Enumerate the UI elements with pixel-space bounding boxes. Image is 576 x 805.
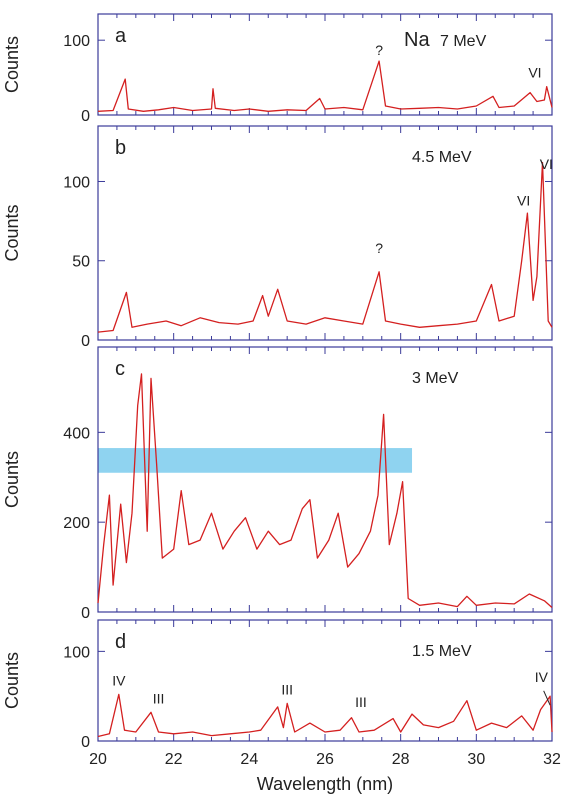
peak-annotation: IV <box>535 669 549 685</box>
x-tick-label: 26 <box>316 751 334 768</box>
energy-label: 4.5 MeV <box>412 149 472 166</box>
peak-annotation: IV <box>112 672 126 688</box>
y-axis-label: Counts <box>2 36 22 93</box>
annotation-leader <box>543 690 551 706</box>
y-tick-label: 100 <box>63 33 90 50</box>
y-tick-label: 100 <box>63 174 90 191</box>
y-axis-label: Counts <box>2 652 22 709</box>
element-label: Na <box>404 29 430 51</box>
peak-annotation: VI <box>517 192 530 208</box>
panel-c: 0 200 400 Counts c 3 MeV <box>2 346 553 622</box>
panel-letter: d <box>115 631 126 653</box>
spectrum-line <box>97 693 553 738</box>
peak-annotation: ? <box>375 42 383 58</box>
panel-frame <box>97 346 553 613</box>
highlight-band <box>98 448 413 473</box>
peak-annotation: VI <box>540 156 553 172</box>
x-tick-label: 20 <box>89 751 107 768</box>
peak-annotation: III <box>355 694 367 710</box>
panel-a: 0 100 Counts a Na 7 MeV? VI <box>2 13 553 125</box>
panel-letter: c <box>115 358 125 380</box>
energy-label: 3 MeV <box>412 370 459 387</box>
spectrum-line <box>97 161 553 333</box>
peak-annotation: III <box>153 690 165 706</box>
y-axis-label: Counts <box>2 204 22 261</box>
peak-annotation: VI <box>528 65 541 81</box>
panel-frame <box>97 619 553 742</box>
energy-label: 1.5 MeV <box>412 643 472 660</box>
y-tick-label: 50 <box>72 254 90 271</box>
y-tick-label: 0 <box>81 734 90 751</box>
energy-label: 7 MeV <box>440 33 487 50</box>
y-tick-label: 400 <box>63 425 90 442</box>
panel-letter: b <box>115 137 126 159</box>
spectrum-line <box>97 60 553 112</box>
panel-frame <box>97 125 553 341</box>
peak-annotation: ? <box>375 240 383 256</box>
y-tick-label: 200 <box>63 515 90 532</box>
y-tick-label: 100 <box>63 644 90 661</box>
y-tick-label: 0 <box>81 605 90 622</box>
panel-frame <box>97 13 553 116</box>
panel-letter: a <box>115 25 127 47</box>
x-tick-label: 28 <box>392 751 410 768</box>
panel-b: 0 50 100 Counts b 4.5 MeV? VI VI <box>2 125 553 350</box>
panel-d: 0 100 Counts d 1.5 MeV IV III III III IV <box>2 619 553 751</box>
x-tick-label: 24 <box>240 751 258 768</box>
peak-annotation: III <box>281 681 293 697</box>
spectrum-line <box>97 373 553 608</box>
y-tick-label: 0 <box>81 333 90 350</box>
x-tick-label: 22 <box>165 751 183 768</box>
y-axis-label: Counts <box>2 451 22 508</box>
x-axis-label: Wavelength (nm) <box>257 774 393 794</box>
x-tick-label: 30 <box>467 751 485 768</box>
x-tick-label: 32 <box>543 751 561 768</box>
y-tick-label: 0 <box>81 108 90 125</box>
panels: 0 100 Counts a Na 7 MeV? VI 0 50 100 Counts b 4.5 Me… <box>2 13 553 751</box>
x-axis-tick-labels: 20 22 24 26 28 30 32 <box>89 751 561 768</box>
